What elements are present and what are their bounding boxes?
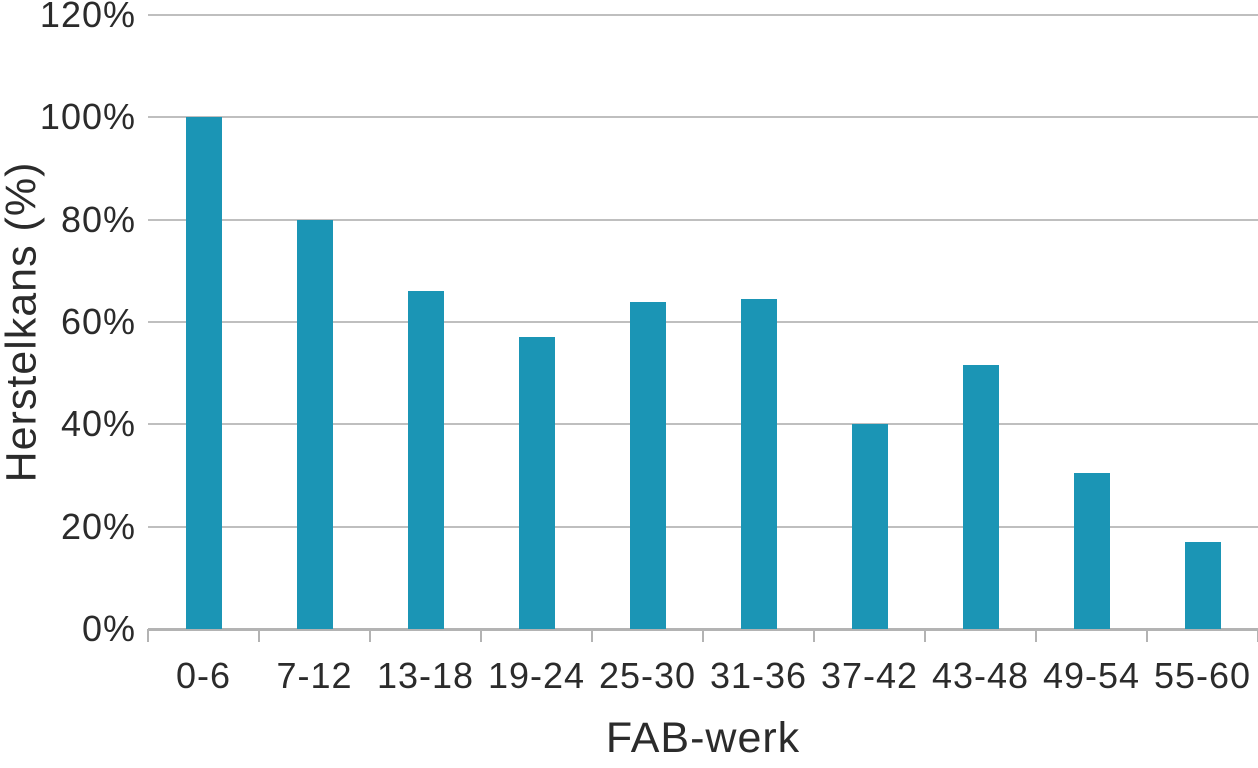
x-axis-tick-label: 43-48 bbox=[931, 655, 1030, 696]
x-axis-tick-label: 7-12 bbox=[276, 655, 353, 696]
bar-19-24 bbox=[518, 337, 555, 629]
x-axis-tick-label: 25-30 bbox=[598, 655, 697, 696]
bar-25-30 bbox=[629, 301, 666, 629]
bar-49-54 bbox=[1073, 472, 1110, 629]
x-axis-tick bbox=[924, 629, 926, 642]
x-axis-tick bbox=[1146, 629, 1148, 642]
x-axis-tick-label: 49-54 bbox=[1042, 655, 1141, 696]
x-axis-tick bbox=[258, 629, 260, 642]
x-axis-tick bbox=[369, 629, 371, 642]
x-axis-tick-label: 13-18 bbox=[376, 655, 475, 696]
y-axis-tick-label: 0% bbox=[81, 608, 136, 649]
x-axis-tick bbox=[1035, 629, 1037, 642]
y-axis-title: Herstelkans (%) bbox=[0, 161, 46, 483]
x-axis-tick bbox=[480, 629, 482, 642]
bar-31-36 bbox=[740, 298, 777, 629]
gridline bbox=[148, 218, 1258, 221]
x-axis-tick bbox=[702, 629, 704, 642]
y-axis-tick-label: 120% bbox=[39, 0, 136, 35]
x-axis-tick-label: 0-6 bbox=[175, 655, 232, 696]
x-axis-tick-label: 19-24 bbox=[487, 655, 586, 696]
y-axis-tick-label: 80% bbox=[60, 198, 136, 240]
bar-0-6 bbox=[185, 117, 222, 629]
x-axis-tick-label: 37-42 bbox=[820, 655, 919, 696]
x-axis-tick-label: 31-36 bbox=[709, 655, 808, 696]
x-axis-tick bbox=[591, 629, 593, 642]
y-axis-tick-label: 20% bbox=[60, 505, 136, 547]
gridline bbox=[148, 14, 1258, 16]
x-axis-tick bbox=[813, 629, 815, 642]
y-axis-tick-label: 100% bbox=[39, 96, 136, 138]
bar-13-18 bbox=[407, 291, 444, 629]
y-axis-tick-label: 40% bbox=[60, 403, 136, 445]
x-axis-tick-label: 55-60 bbox=[1153, 655, 1252, 696]
bar-55-60 bbox=[1184, 542, 1221, 629]
bar-7-12 bbox=[296, 219, 333, 629]
gridline bbox=[148, 525, 1258, 528]
y-axis-tick-label: 60% bbox=[60, 301, 136, 342]
x-axis-title: FAB-werk bbox=[605, 714, 801, 762]
gridline bbox=[148, 423, 1258, 426]
bar-37-42 bbox=[851, 424, 888, 629]
gridline bbox=[148, 116, 1258, 119]
gridline bbox=[148, 321, 1258, 323]
x-axis-tick bbox=[147, 629, 149, 642]
bar-43-48 bbox=[962, 365, 999, 629]
